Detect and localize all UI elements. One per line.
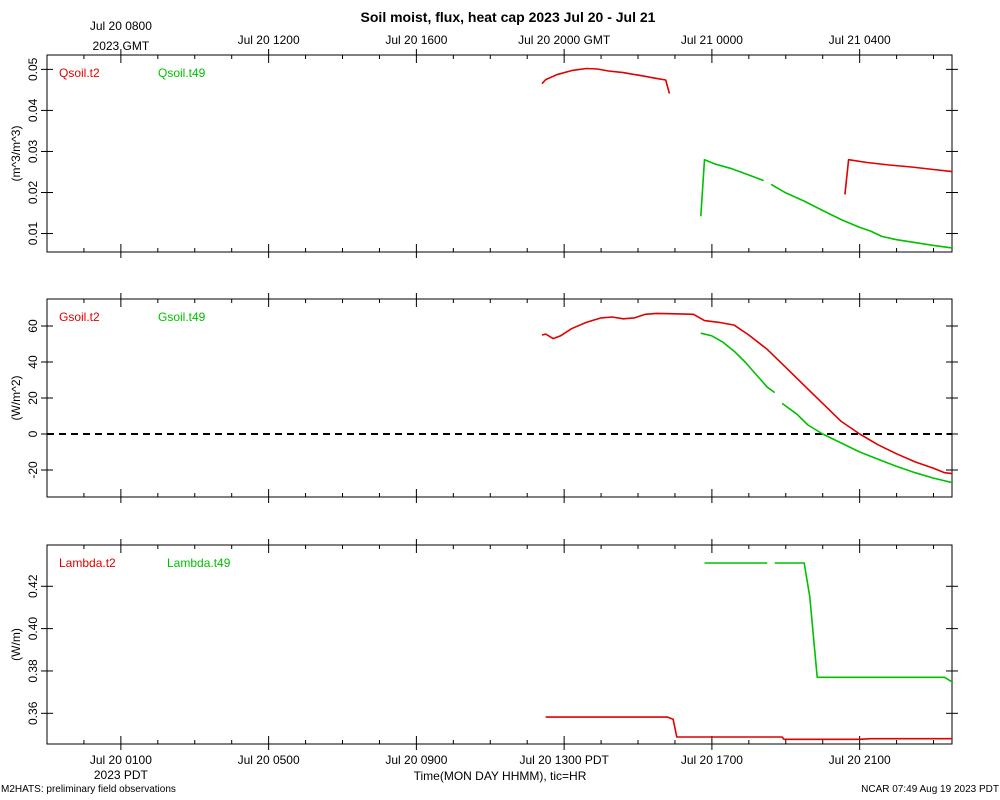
top-tick-label: Jul 20 1200 [238,33,300,47]
y-tick-label: 0.38 [26,659,40,683]
panel-2: -20 0 20 40 60 (W/m^2) Gsoil.t2 Gsoil.t49 [9,293,958,503]
y-tick-label: 0.42 [26,574,40,598]
y-tick-label: 20 [26,391,40,405]
bottom-tick-label: 2023 PDT [94,768,149,782]
series-line-Gsoil.t2 [541,312,952,475]
y-tick-label: 0.40 [26,617,40,641]
y-tick-label: 0.04 [26,98,40,122]
legend-Lambda.t2: Lambda.t2 [59,556,116,570]
y-tick-label: 0 [26,430,40,437]
y-axis-label: (W/m^2) [9,376,23,421]
series-line-Lambda.t2 [545,716,952,741]
panel-frame [46,544,953,745]
bottom-tick-label: Jul 20 2100 [829,753,891,767]
top-tick-label: Jul 20 2000 GMT [518,33,611,47]
y-tick-label: 0.02 [26,180,40,204]
top-time-axis: 2023 GMT Jul 20 0800 Jul 20 1200 Jul 20 160… [90,19,891,53]
bottom-tick-label: Jul 20 0900 [385,753,447,767]
bottom-tick-label: Jul 20 0500 [238,753,300,767]
footer-timestamp: NCAR 07:49 Aug 19 2023 PDT [861,784,999,795]
footer-note: M2HATS: preliminary field observations [1,784,176,795]
panels: 0.01 0.02 0.03 0.04 0.05 (m^3/m^3) Qsoil.t2 Qso… [9,49,958,750]
series-Lambda.t2 [545,716,952,741]
series-line-Qsoil.t2 [541,67,671,94]
top-tick-label: Jul 21 0400 [829,33,891,47]
y-axis-label: (m^3/m^3) [9,126,23,182]
series-line-Lambda.t49 [774,562,952,683]
y-tick-label: 0.01 [26,222,40,246]
bottom-tick-label: Jul 20 0100 [90,753,152,767]
bottom-tick-label: Jul 20 1700 [681,753,743,767]
series-Gsoil.t2 [541,312,952,475]
chart-title: Soil moist, flux, heat cap 2023 Jul 20 -… [361,9,656,25]
panel-series [541,67,952,249]
series-line-Qsoil.t49 [700,158,764,217]
y-tick-label: 0.36 [26,701,40,725]
series-Gsoil.t49 [700,332,952,484]
series-Qsoil.t49 [700,158,952,249]
top-tick-label: 2023 GMT [93,39,150,53]
y-tick-label: -20 [26,461,40,479]
top-tick-label: Jul 21 0000 [681,33,743,47]
legend-Gsoil.t2: Gsoil.t2 [59,310,100,324]
series-line-Gsoil.t49 [781,402,952,484]
x-axis-label: Time(MON DAY HHMM), tic=HR [414,769,587,783]
series-line-Qsoil.t49 [770,183,952,249]
y-tick-label: 0.03 [26,139,40,163]
legend-Gsoil.t49: Gsoil.t49 [158,310,206,324]
bottom-tick-label: Jul 20 1300 PDT [519,753,609,767]
y-tick-label: 40 [26,355,40,369]
y-axis-label: (W/m) [9,628,23,661]
legend-Lambda.t49: Lambda.t49 [167,556,231,570]
panel-3: 0.36 0.38 0.40 0.42 (W/m) Lambda.t2 Lambda.t49 [9,539,958,750]
y-tick-label: 60 [26,319,40,333]
series-Qsoil.t2 [541,67,952,195]
top-tick-label: Jul 20 0800 [90,19,152,33]
panel-series [545,562,952,741]
panel-frame [46,54,953,253]
panel-1: 0.01 0.02 0.03 0.04 0.05 (m^3/m^3) Qsoil.t2 Qso… [9,49,958,258]
series-Lambda.t49 [704,562,952,683]
top-tick-label: Jul 20 1600 [385,33,447,47]
y-tick-label: 0.05 [26,57,40,81]
legend-Qsoil.t49: Qsoil.t49 [158,66,206,80]
panel-series [541,312,952,484]
series-line-Gsoil.t49 [700,332,776,394]
legend-Qsoil.t2: Qsoil.t2 [59,66,100,80]
series-line-Qsoil.t2 [844,158,952,195]
